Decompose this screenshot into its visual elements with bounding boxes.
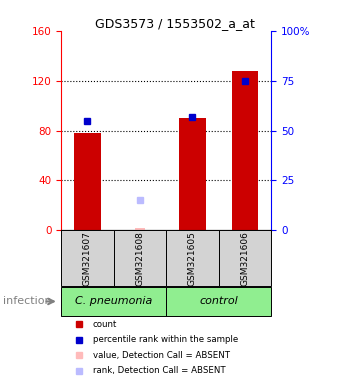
Text: GDS3573 / 1553502_a_at: GDS3573 / 1553502_a_at xyxy=(95,17,255,30)
FancyBboxPatch shape xyxy=(114,230,166,286)
FancyBboxPatch shape xyxy=(166,287,271,316)
Bar xyxy=(179,118,205,230)
FancyBboxPatch shape xyxy=(219,230,271,286)
Text: percentile rank within the sample: percentile rank within the sample xyxy=(93,335,238,344)
Text: GSM321606: GSM321606 xyxy=(240,231,250,286)
FancyBboxPatch shape xyxy=(166,230,219,286)
FancyBboxPatch shape xyxy=(61,287,166,316)
Text: GSM321608: GSM321608 xyxy=(135,231,145,286)
Text: C. pneumonia: C. pneumonia xyxy=(75,296,153,306)
Bar xyxy=(135,228,145,230)
Text: value, Detection Call = ABSENT: value, Detection Call = ABSENT xyxy=(93,351,230,360)
Text: count: count xyxy=(93,320,117,329)
Text: rank, Detection Call = ABSENT: rank, Detection Call = ABSENT xyxy=(93,366,225,375)
Text: infection: infection xyxy=(4,296,52,306)
Bar xyxy=(232,71,258,230)
Text: GSM321607: GSM321607 xyxy=(83,231,92,286)
FancyBboxPatch shape xyxy=(61,230,114,286)
Bar xyxy=(74,133,100,230)
Text: control: control xyxy=(199,296,238,306)
Text: GSM321605: GSM321605 xyxy=(188,231,197,286)
